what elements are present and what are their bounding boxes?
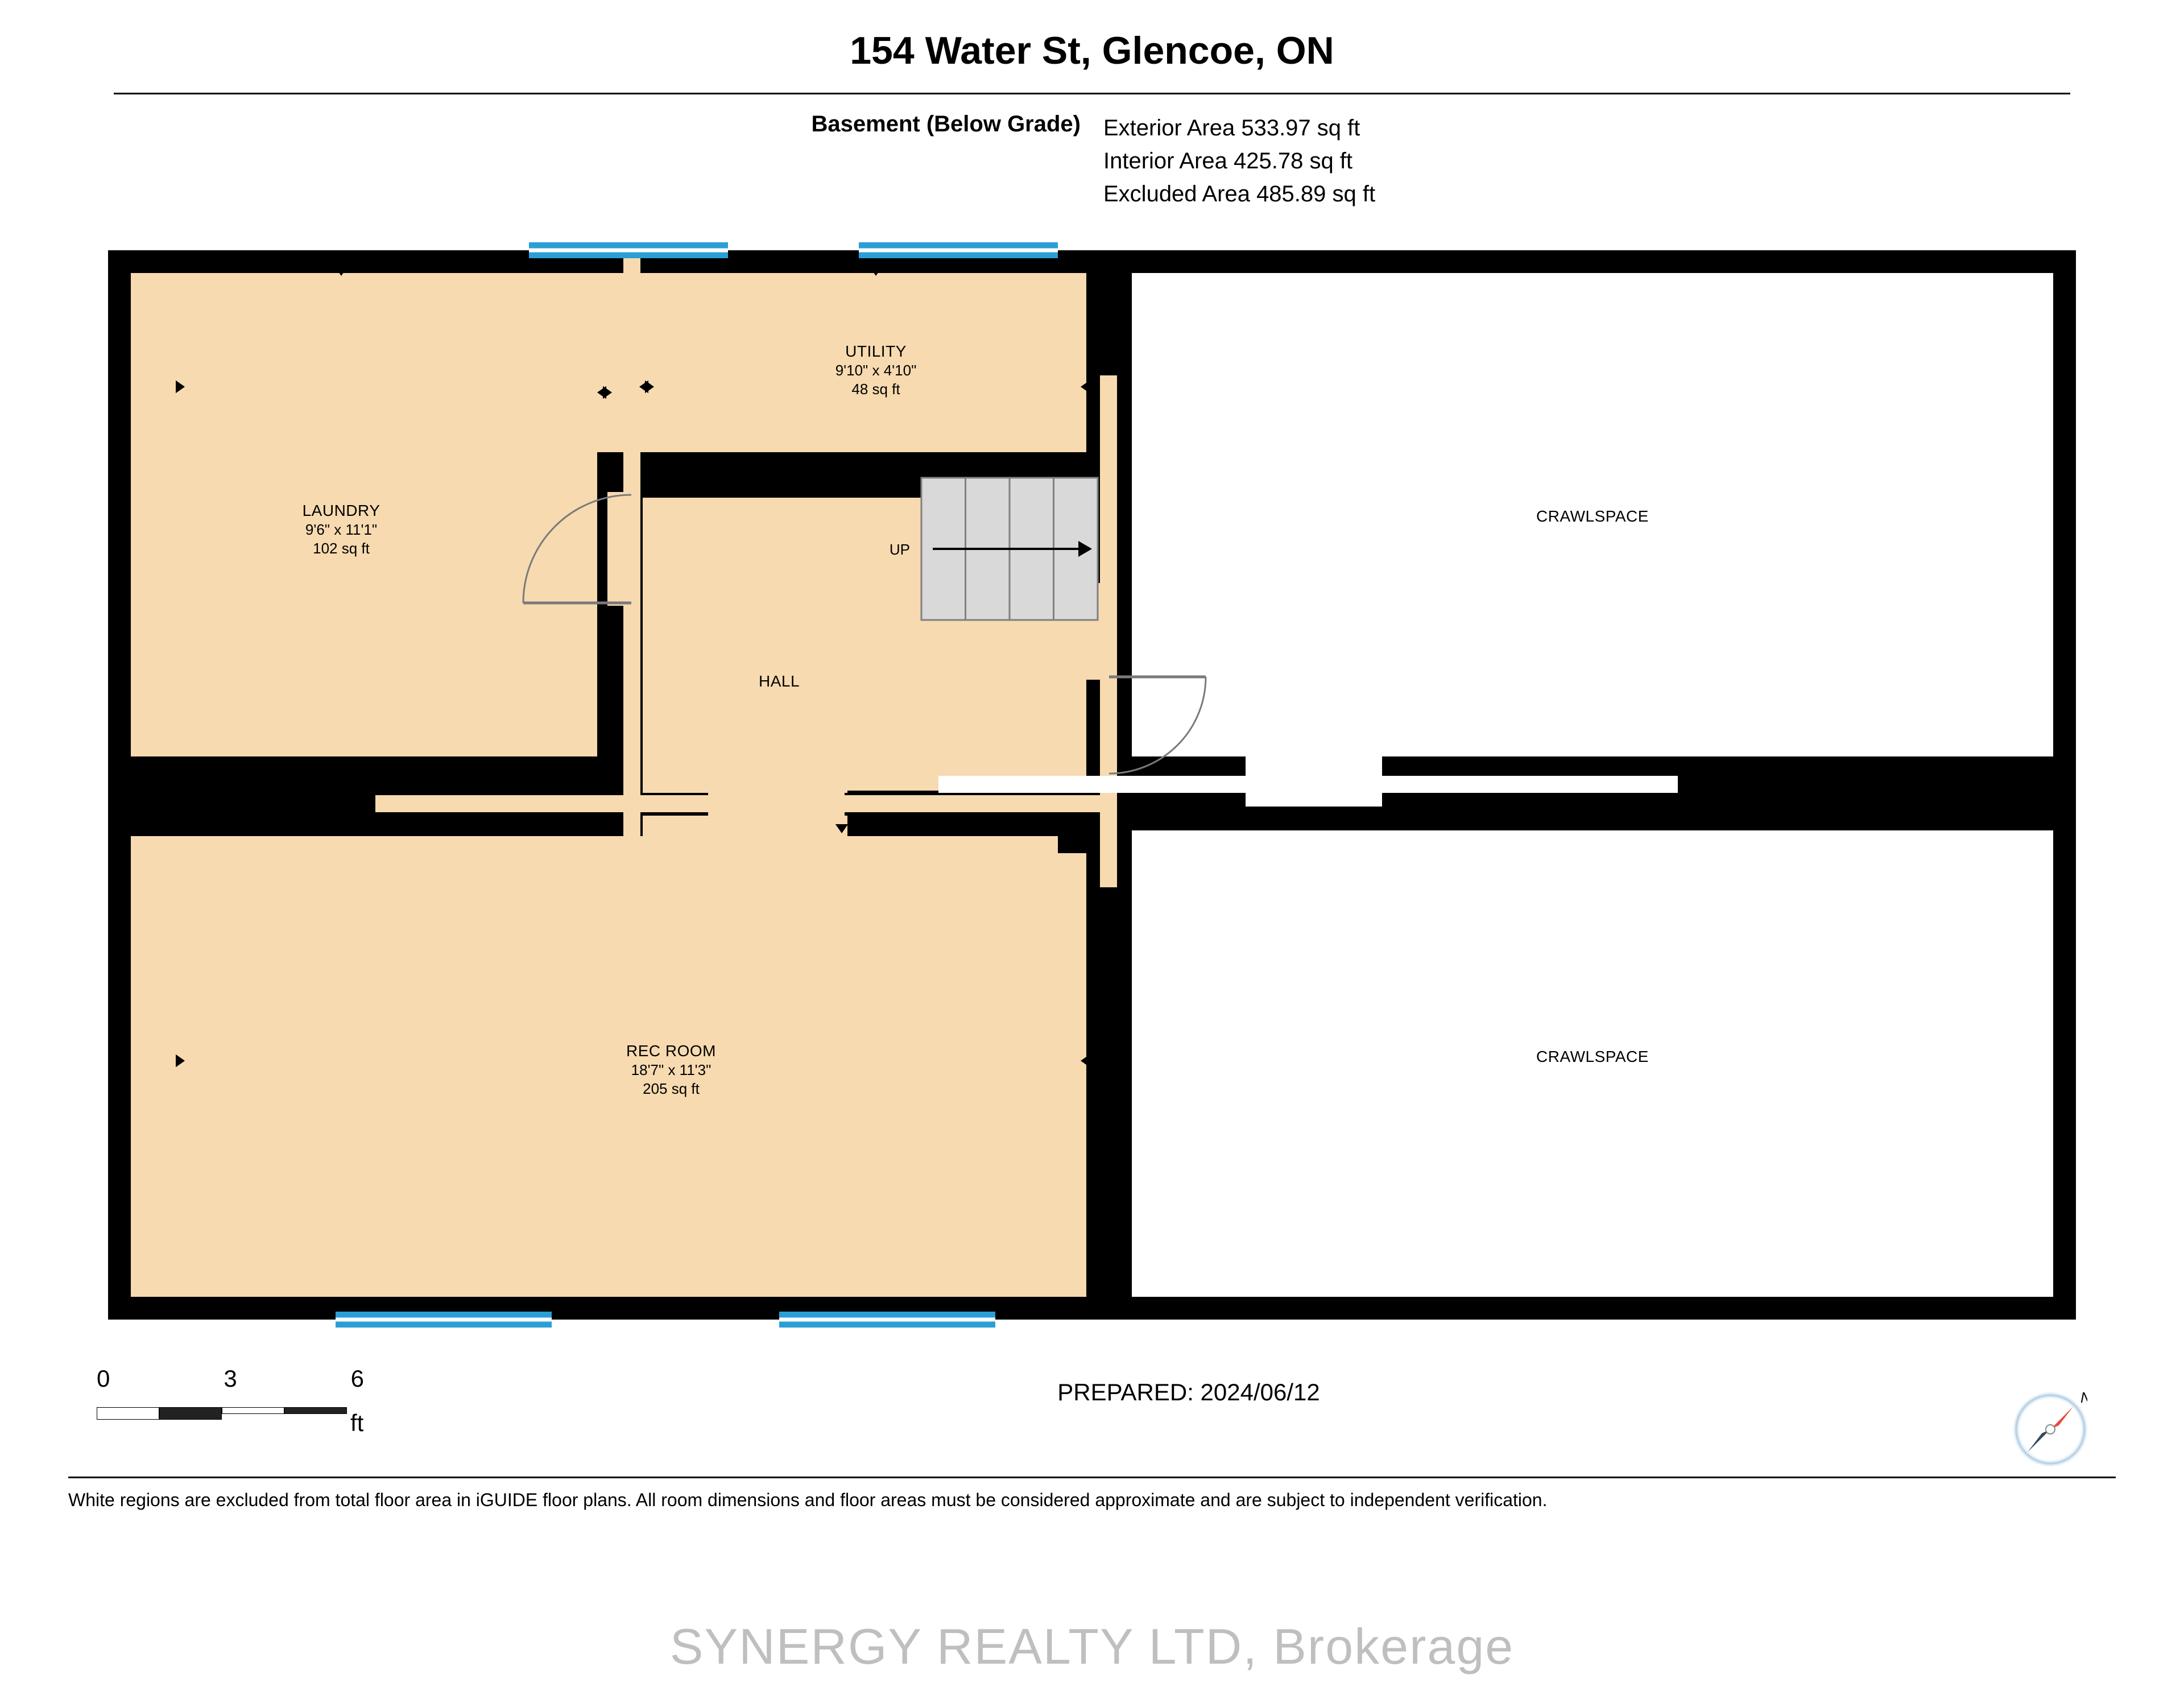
scale-bar: 036 ft [97,1365,364,1420]
exterior-area: Exterior Area 533.97 sq ft [1103,111,1615,144]
prepared-date: PREPARED: 2024/06/12 [1057,1379,1320,1406]
floor-plan: UP LAUNDRY9'6" x 11'1"102 sq ft UTILITY9'… [97,239,2087,1331]
excluded-area: Excluded Area 485.89 sq ft [1103,177,1615,210]
title-divider [114,93,2070,94]
subhead: Basement (Below Grade) Exterior Area 533… [0,111,2184,210]
room-label-laundry: LAUNDRY9'6" x 11'1"102 sq ft [273,501,410,557]
interior-area: Interior Area 425.78 sq ft [1103,144,1615,177]
footer-row: 036 ft PREPARED: 2024/06/12 N [97,1365,2087,1420]
legal-text: White regions are excluded from total fl… [68,1490,2116,1511]
svg-text:UP: UP [890,541,910,558]
floor-plan-svg: UP [97,239,2087,1331]
level-label: Basement (Below Grade) [569,111,1081,210]
area-stats: Exterior Area 533.97 sq ft Interior Area… [1103,111,1615,210]
compass-icon: N [2013,1392,2087,1466]
footer-divider [68,1477,2116,1478]
watermark-text: SYNERGY REALTY LTD, Brokerage [0,1618,2184,1676]
scale-unit: ft [350,1409,363,1437]
page-title: 154 Water St, Glencoe, ON [0,0,2184,73]
svg-text:N: N [2080,1392,2087,1406]
room-label-crawl2: CRAWLSPACE [1524,1047,1661,1066]
room-label-crawl1: CRAWLSPACE [1524,506,1661,526]
room-label-rec: REC ROOM18'7" x 11'3"205 sq ft [603,1041,739,1098]
room-label-utility: UTILITY9'10" x 4'10"48 sq ft [808,341,944,398]
room-label-hall: HALL [711,671,847,691]
